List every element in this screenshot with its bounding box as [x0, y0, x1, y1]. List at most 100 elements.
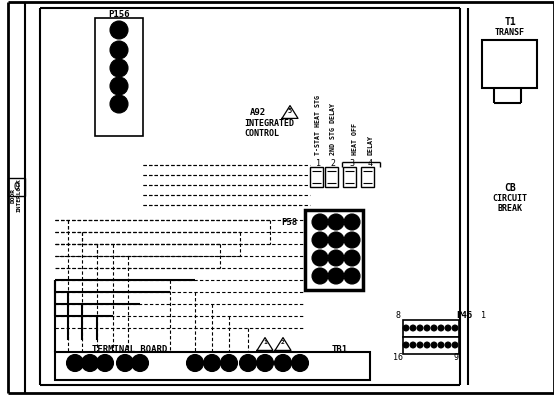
Text: Y1: Y1	[136, 361, 143, 365]
Circle shape	[445, 342, 451, 348]
Text: 1: 1	[350, 218, 355, 226]
Text: 9: 9	[454, 354, 459, 363]
Text: CB: CB	[504, 183, 516, 193]
Circle shape	[344, 250, 360, 266]
Circle shape	[328, 232, 344, 248]
Circle shape	[312, 268, 328, 284]
Circle shape	[438, 325, 444, 331]
Circle shape	[312, 214, 328, 230]
Circle shape	[110, 41, 128, 59]
Circle shape	[410, 325, 416, 331]
Text: 2: 2	[281, 340, 285, 346]
Text: INTEGRATED: INTEGRATED	[244, 118, 294, 128]
Bar	[310, 167, 323, 187]
Text: O: O	[13, 182, 19, 192]
Bar	[403, 320, 459, 337]
Text: 0: 0	[350, 271, 355, 280]
Circle shape	[110, 59, 128, 77]
Text: M: M	[246, 361, 250, 365]
Text: DS: DS	[296, 361, 304, 365]
Text: BREAK: BREAK	[497, 203, 522, 213]
Circle shape	[110, 77, 128, 95]
Circle shape	[445, 325, 451, 331]
Text: TB1: TB1	[332, 344, 348, 354]
Circle shape	[187, 354, 203, 372]
Text: L: L	[263, 361, 267, 365]
Text: T1: T1	[504, 17, 516, 27]
Text: 2: 2	[331, 158, 336, 167]
Text: HEAT OFF: HEAT OFF	[352, 123, 358, 155]
Circle shape	[431, 325, 437, 331]
Text: P46: P46	[456, 312, 472, 320]
Circle shape	[438, 342, 444, 348]
Circle shape	[452, 342, 458, 348]
Circle shape	[274, 354, 291, 372]
Text: 4: 4	[350, 235, 355, 245]
Text: 4: 4	[116, 45, 122, 55]
Text: 2: 2	[317, 271, 322, 280]
Text: 1: 1	[263, 340, 267, 346]
Text: 8: 8	[334, 254, 338, 263]
Text: 2ND STG DELAY: 2ND STG DELAY	[330, 103, 336, 155]
Text: CONTROL: CONTROL	[244, 128, 279, 137]
Text: W1: W1	[71, 361, 79, 365]
Text: DOOR
INTERLOCK: DOOR INTERLOCK	[11, 178, 22, 212]
Text: P156: P156	[108, 9, 130, 19]
Bar	[325, 167, 338, 187]
Text: W2: W2	[86, 361, 94, 365]
Circle shape	[417, 325, 423, 331]
Circle shape	[131, 354, 148, 372]
Circle shape	[257, 354, 274, 372]
Text: 5: 5	[288, 108, 292, 114]
Text: 1: 1	[227, 361, 231, 365]
Circle shape	[431, 342, 437, 348]
Text: 1: 1	[334, 271, 338, 280]
Text: CIRCUIT: CIRCUIT	[493, 194, 527, 203]
Text: TRANSF: TRANSF	[495, 28, 525, 36]
Text: 1: 1	[315, 158, 321, 167]
Text: P58: P58	[281, 218, 297, 226]
Circle shape	[424, 342, 430, 348]
Text: 9: 9	[317, 254, 322, 263]
Text: D: D	[281, 361, 285, 365]
Bar	[8, 178, 25, 196]
Circle shape	[81, 354, 99, 372]
Circle shape	[344, 232, 360, 248]
Circle shape	[452, 325, 458, 331]
Text: A92: A92	[250, 107, 266, 117]
Bar	[482, 40, 537, 88]
Circle shape	[291, 354, 309, 372]
Circle shape	[110, 21, 128, 39]
Circle shape	[312, 232, 328, 248]
Text: 16: 16	[393, 354, 403, 363]
Text: 7: 7	[350, 254, 355, 263]
Circle shape	[220, 354, 238, 372]
Circle shape	[203, 354, 220, 372]
Text: G: G	[103, 361, 107, 365]
Text: 5: 5	[334, 235, 338, 245]
Bar	[95, 18, 143, 136]
Circle shape	[410, 342, 416, 348]
Circle shape	[239, 354, 257, 372]
Bar	[305, 210, 363, 290]
Text: DELAY: DELAY	[367, 135, 373, 155]
Circle shape	[66, 354, 84, 372]
Circle shape	[403, 342, 409, 348]
Bar	[403, 337, 459, 354]
Text: 3: 3	[116, 63, 122, 73]
Circle shape	[403, 325, 409, 331]
Text: 6: 6	[317, 235, 322, 245]
Text: 1: 1	[456, 312, 486, 320]
Text: 5: 5	[116, 25, 122, 35]
Text: 2: 2	[334, 218, 338, 226]
Text: 3: 3	[350, 158, 355, 167]
Text: 4: 4	[367, 158, 372, 167]
Text: R: R	[210, 361, 214, 365]
Bar	[55, 352, 370, 380]
Bar	[343, 167, 356, 187]
Text: TERMINAL BOARD: TERMINAL BOARD	[93, 344, 168, 354]
Circle shape	[110, 95, 128, 113]
Circle shape	[312, 250, 328, 266]
Bar	[361, 167, 374, 187]
Circle shape	[424, 325, 430, 331]
